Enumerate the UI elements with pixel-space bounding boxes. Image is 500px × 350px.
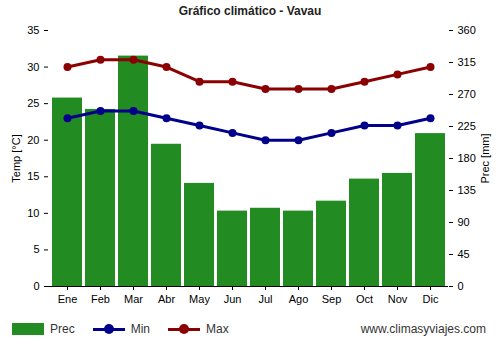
html-text:Gráfico climático - Vavau: Gráfico climático - Vavau [178, 4, 322, 18]
svg-text:20: 20 [27, 134, 39, 146]
svg-text:0: 0 [458, 280, 464, 292]
svg-text:180: 180 [458, 152, 476, 164]
svg-text:May: May [189, 293, 210, 305]
svg-text:5: 5 [33, 243, 39, 255]
svg-text:Feb: Feb [91, 293, 110, 305]
svg-text:270: 270 [458, 88, 476, 100]
html-text:www.climasyviajes.com: www.climasyviajes.com [360, 322, 486, 336]
html-text:Max: Max [206, 322, 229, 336]
svg-text:Jun: Jun [224, 293, 242, 305]
svg-text:225: 225 [458, 120, 476, 132]
svg-text:90: 90 [458, 216, 470, 228]
html-text:Min: Min [130, 322, 150, 336]
svg-text:Mar: Mar [124, 293, 143, 305]
svg-text:30: 30 [27, 61, 39, 73]
svg-text:0: 0 [33, 280, 39, 292]
svg-text:135: 135 [458, 184, 476, 196]
svg-text:Prec [mm]: Prec [mm] [479, 133, 491, 183]
svg-text:Sep: Sep [322, 293, 342, 305]
svg-text:45: 45 [458, 248, 470, 260]
svg-text:315: 315 [458, 56, 476, 68]
svg-text:15: 15 [27, 170, 39, 182]
svg-text:Nov: Nov [388, 293, 408, 305]
svg-text:Ene: Ene [58, 293, 78, 305]
svg-text:35: 35 [27, 24, 39, 36]
svg-text:25: 25 [27, 97, 39, 109]
svg-text:Jul: Jul [258, 293, 272, 305]
svg-text:360: 360 [458, 24, 476, 36]
svg-text:Temp [°C]: Temp [°C] [10, 134, 22, 182]
svg-text:Dic: Dic [423, 293, 439, 305]
svg-text:10: 10 [27, 207, 39, 219]
svg-text:Abr: Abr [158, 293, 175, 305]
svg-text:Oct: Oct [356, 293, 373, 305]
svg-text:Ago: Ago [289, 293, 309, 305]
html-text:Prec: Prec [50, 322, 75, 336]
